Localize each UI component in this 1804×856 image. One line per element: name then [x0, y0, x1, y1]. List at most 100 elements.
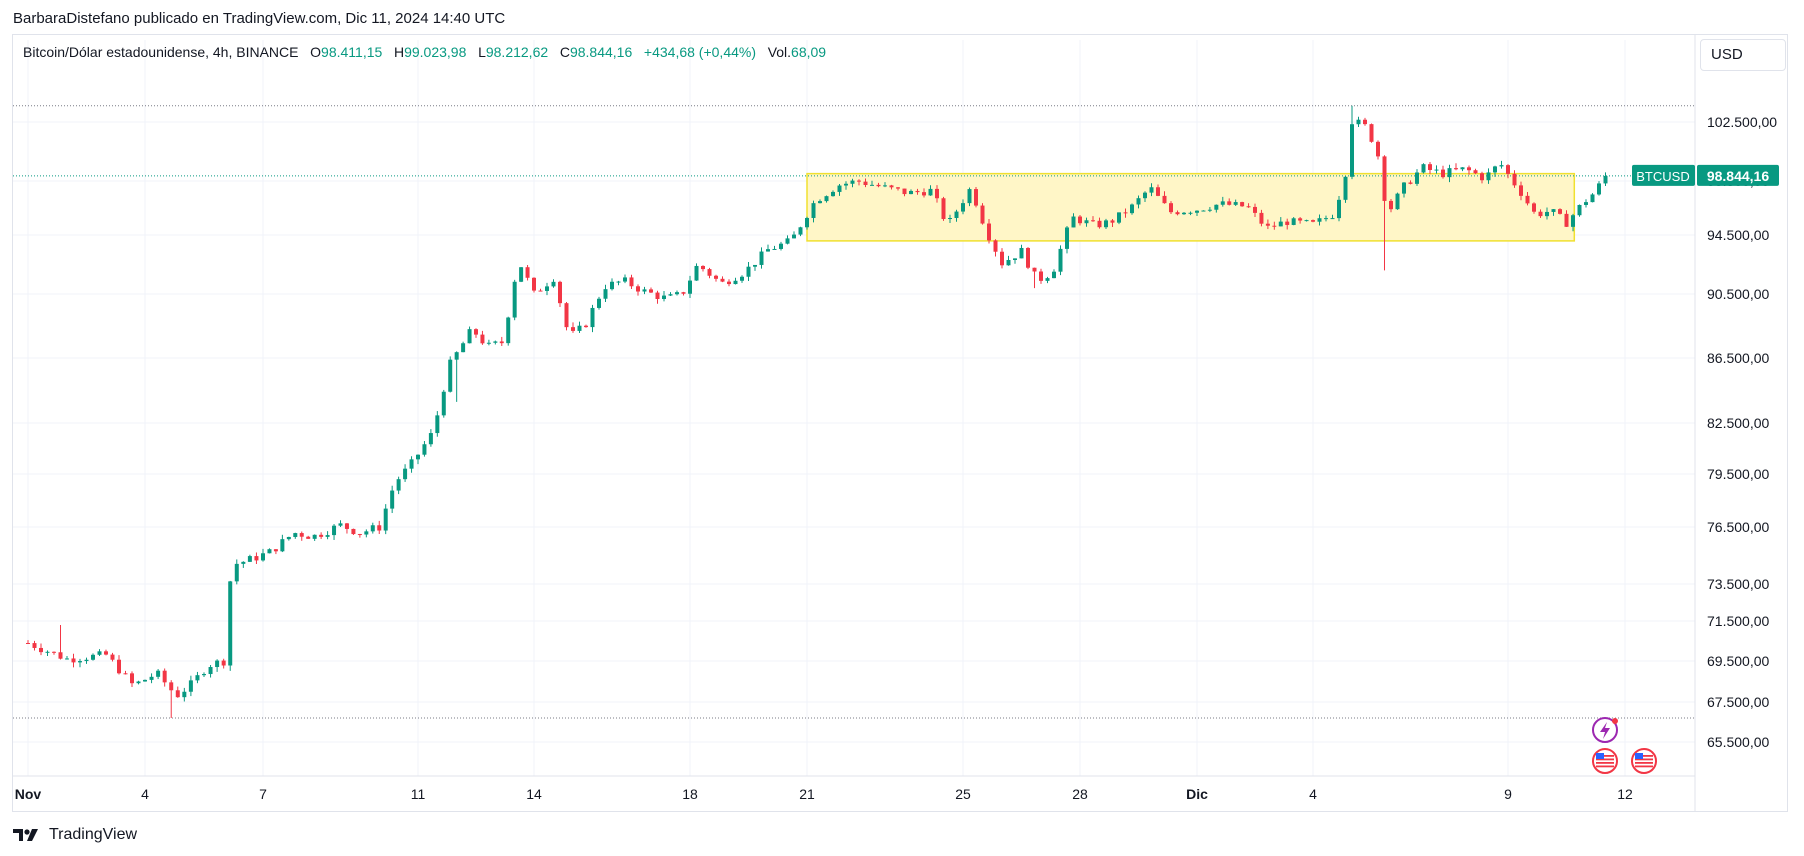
candle-20: [156, 669, 161, 680]
candle-206: [1363, 117, 1367, 126]
candle-55: [383, 504, 388, 535]
candle-123: [824, 195, 829, 203]
y-tick-label-4: 86.500,00: [1707, 350, 1769, 366]
candle-body: [1019, 247, 1024, 259]
candle-105: [707, 267, 712, 279]
candle-159: [1058, 245, 1063, 276]
candle-94: [636, 284, 640, 296]
candle-body: [32, 643, 37, 648]
candle-54: [377, 520, 382, 534]
candle-body: [1091, 220, 1095, 222]
candle-118: [792, 231, 796, 239]
candle-body: [1584, 202, 1588, 205]
candle-body: [195, 675, 200, 681]
candle-81: [551, 279, 556, 288]
candle-236: [1558, 208, 1562, 215]
candle-body: [1233, 202, 1238, 205]
candle-body: [928, 188, 933, 196]
candle-body: [753, 264, 757, 267]
ticker-tag-bg: [1632, 164, 1695, 186]
candle-body: [273, 549, 278, 552]
candle-body: [1603, 175, 1608, 184]
candle-body: [104, 651, 108, 655]
currency-button[interactable]: USD: [1700, 39, 1786, 71]
candle-146: [974, 186, 978, 208]
candle-90: [610, 278, 614, 291]
candle-body: [1311, 220, 1315, 222]
open-value: 98.411,15: [321, 44, 383, 60]
candle-122: [818, 199, 822, 204]
candle-1: [32, 640, 37, 651]
candle-body: [1597, 183, 1601, 195]
candle-body: [130, 673, 134, 684]
candle-103: [694, 263, 699, 281]
y-tick-label-9: 71.500,00: [1707, 613, 1769, 629]
price-tag-text: 98.844,16: [1707, 168, 1769, 184]
candle-body: [65, 658, 69, 660]
candle-18: [143, 679, 147, 682]
candle-body: [597, 298, 601, 308]
candle-179: [1188, 211, 1193, 216]
candle-100: [675, 290, 679, 296]
candle-body: [1467, 167, 1471, 171]
candle-73: [499, 336, 504, 347]
candle-139: [928, 185, 933, 196]
candle-186: [1233, 199, 1238, 207]
candle-143: [954, 209, 959, 222]
candle-body: [1499, 165, 1504, 167]
candle-217: [1434, 165, 1439, 174]
candle-body: [370, 525, 375, 532]
consolidation-range-box: [806, 172, 1576, 242]
candle-body: [1337, 199, 1341, 219]
candle-body: [1434, 169, 1439, 171]
tradingview-logo[interactable]: TradingView: [13, 826, 137, 844]
candle-92: [623, 274, 627, 284]
candle-body: [805, 217, 809, 228]
candle-224: [1480, 171, 1484, 184]
candle-32: [234, 559, 239, 585]
candle-body: [1182, 212, 1186, 215]
candle-79: [538, 288, 543, 292]
candle-36: [261, 548, 265, 562]
candle-40: [286, 536, 291, 541]
candle-27: [202, 672, 206, 677]
flag-canton: [1596, 753, 1604, 759]
candle-98: [662, 291, 666, 302]
candle-205: [1356, 116, 1361, 128]
flag-icon-circle: [1592, 748, 1618, 774]
candle-body: [688, 280, 692, 294]
candle-body: [1188, 212, 1193, 214]
candle-125: [837, 184, 842, 196]
candle-body: [844, 183, 848, 186]
candle-200: [1324, 215, 1328, 222]
candle-body: [1382, 156, 1387, 201]
candle-113: [759, 247, 764, 269]
candle-body: [396, 479, 401, 491]
candle-body: [1525, 195, 1530, 204]
x-tick-label-5: 18: [682, 786, 698, 802]
candle-131: [876, 182, 881, 188]
candle-body: [1220, 201, 1225, 205]
candle-23: [175, 686, 180, 698]
candle-body: [1195, 210, 1199, 213]
candle-body: [571, 327, 575, 331]
candle-6: [65, 656, 69, 660]
candle-body: [1253, 206, 1257, 213]
candle-111: [746, 261, 751, 282]
x-tick-label-12: 12: [1617, 786, 1633, 802]
candle-body: [1493, 166, 1497, 173]
candle-37: [267, 548, 272, 554]
candle-107: [720, 276, 725, 283]
candle-body: [1460, 167, 1465, 170]
candle-body: [39, 647, 43, 653]
candle-174: [1156, 184, 1160, 197]
candle-177: [1175, 210, 1180, 216]
candle-3: [45, 650, 50, 657]
candle-body: [1130, 204, 1134, 214]
flag-stripe: [1596, 755, 1614, 757]
lightning-icon-dot: [1612, 718, 1618, 724]
candle-body: [364, 531, 369, 535]
flag-stripe: [1596, 762, 1614, 764]
candle-body: [1298, 218, 1303, 221]
